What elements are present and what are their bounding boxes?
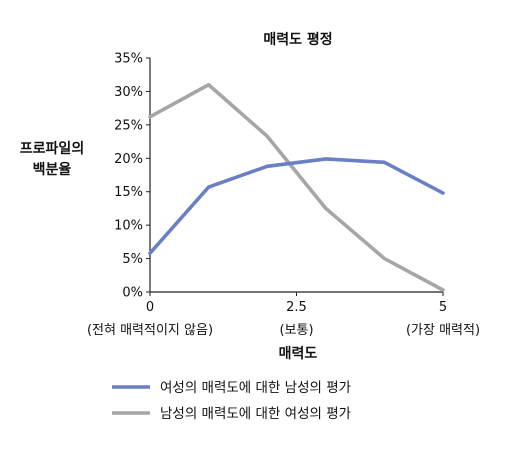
y-axis-label-line-1: 프로파일의: [20, 140, 84, 157]
y-tick-label: 10%: [114, 219, 143, 234]
chart-title: 매력도 평정: [263, 31, 332, 48]
y-tick-label: 30%: [114, 85, 143, 100]
y-ticks: 0% 5% 10% 15% 20% 25% 30% 35%: [114, 52, 150, 301]
x-tick-sublabel: (가장 매력적): [406, 323, 480, 338]
y-axis-label-line-2: 백분율: [33, 161, 72, 178]
y-tick-label: 35%: [114, 52, 143, 67]
series-line-1: [148, 82, 445, 292]
y-tick-label: 20%: [114, 152, 143, 167]
y-tick-label: 0%: [122, 286, 143, 301]
x-tick-sublabel: (전혀 매력적이지 않음): [87, 323, 213, 338]
y-tick-label: 25%: [114, 118, 143, 133]
x-tick-label: 2.5: [286, 300, 307, 315]
series-lines: [148, 82, 445, 292]
y-tick-label: 15%: [114, 185, 143, 200]
x-tick-label: 5: [439, 300, 447, 315]
x-tick-label: 0: [146, 300, 154, 315]
legend-label: 남성의 매력도에 대한 여성의 평가: [160, 406, 351, 422]
x-axis-label: 매력도: [279, 346, 318, 362]
legend-label: 여성의 매력도에 대한 남성의 평가: [160, 380, 351, 396]
x-ticks: 0 (전혀 매력적이지 않음) 2.5 (보통) 5 (가장 매력적): [87, 292, 480, 338]
series-line-0: [148, 157, 445, 256]
x-tick-sublabel: (보통): [279, 323, 313, 338]
y-tick-label: 5%: [122, 252, 143, 267]
